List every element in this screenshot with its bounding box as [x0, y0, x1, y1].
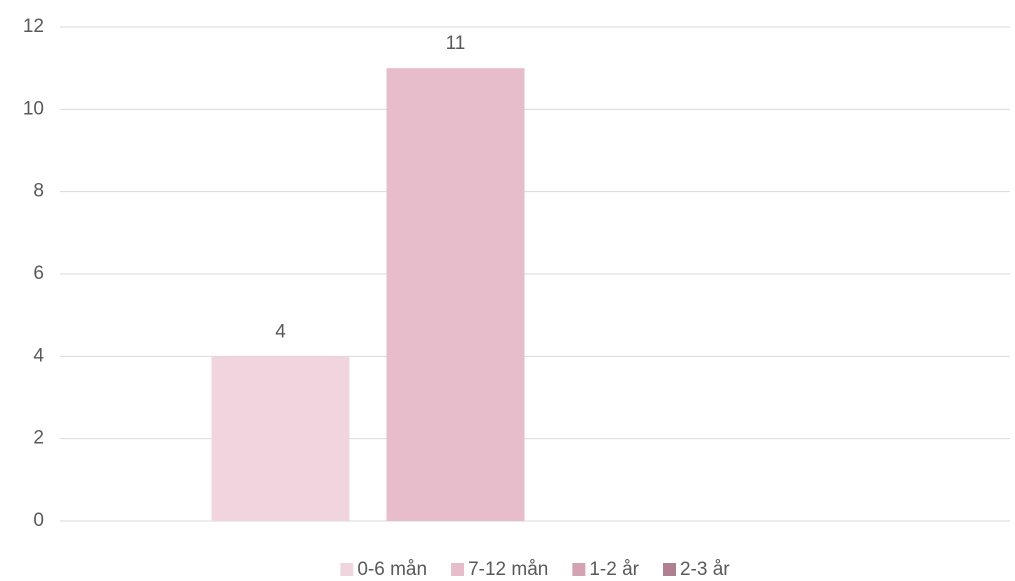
bar	[386, 68, 525, 522]
legend-swatch	[451, 563, 465, 576]
y-tick-label: 12	[23, 16, 44, 37]
y-tick-label: 6	[33, 263, 44, 284]
legend-swatch	[340, 563, 354, 576]
y-tick-label: 4	[33, 345, 44, 366]
y-tick-label: 8	[33, 181, 44, 202]
y-tick-label: 2	[33, 428, 44, 449]
legend-label: 2-3 år	[680, 559, 730, 580]
bar	[211, 356, 350, 521]
data-label: 4	[275, 321, 286, 342]
legend-label: 7-12 mån	[468, 559, 548, 580]
y-tick-label: 10	[23, 98, 44, 119]
legend-swatch	[662, 563, 676, 576]
legend-label: 0-6 mån	[357, 559, 427, 580]
y-tick-label: 0	[33, 510, 44, 531]
legend-swatch	[572, 563, 586, 576]
legend-label: 1-2 år	[589, 559, 639, 580]
data-label: 11	[446, 33, 466, 54]
